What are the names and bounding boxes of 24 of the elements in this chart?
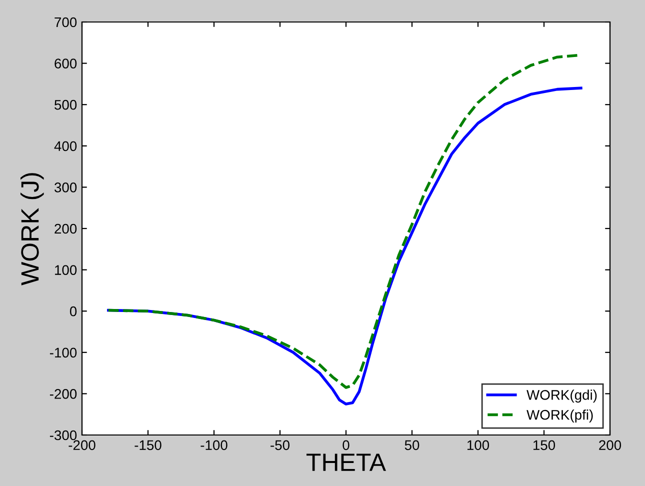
x-tick-label: 100 <box>467 440 490 450</box>
x-tick-label: 50 <box>404 440 420 450</box>
y-tick-label: 300 <box>54 182 77 192</box>
x-tick-label: -100 <box>200 440 228 450</box>
y-tick-label: 400 <box>54 141 77 152</box>
x-tick-label: 0 <box>342 440 350 450</box>
y-tick-label: 500 <box>54 100 77 110</box>
y-tick-label: 600 <box>54 58 77 68</box>
y-tick-label: -100 <box>50 348 77 358</box>
x-tick-label: -200 <box>68 440 96 450</box>
y-axis-title: WORK (J) <box>20 173 44 286</box>
x-tick-label: -50 <box>270 440 290 450</box>
y-tick-label: -200 <box>50 389 77 399</box>
y-tick-label: 100 <box>55 265 77 275</box>
x-tick-label: 150 <box>533 440 556 450</box>
x-tick-label: -150 <box>134 440 162 450</box>
y-tick-label: -300 <box>50 430 77 440</box>
legend-label: WORK(pfi) <box>526 410 593 422</box>
y-tick-label: 700 <box>54 17 77 28</box>
x-axis-title: THETA <box>306 454 386 471</box>
legend-label: WORK(gdi) <box>526 390 597 403</box>
x-tick-label: 200 <box>599 440 622 450</box>
y-tick-label: 0 <box>70 306 77 316</box>
y-tick-label: 200 <box>54 224 77 234</box>
